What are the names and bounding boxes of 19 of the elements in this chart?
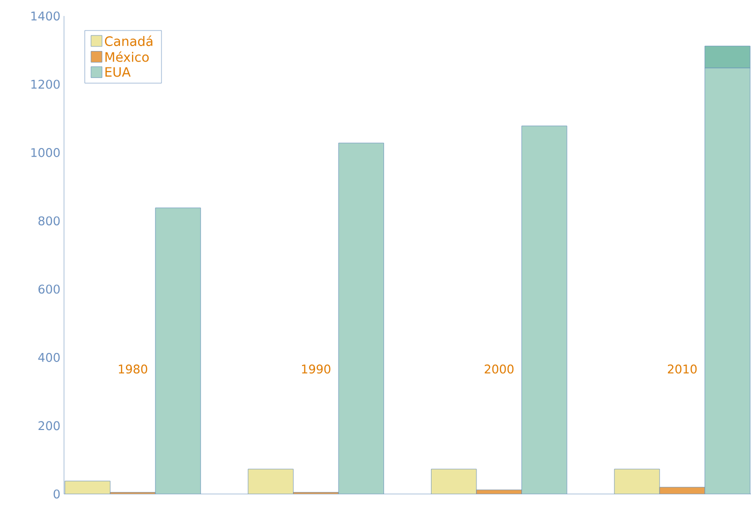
x-tick-label: 2010 [668,364,697,374]
y-tick-label: 1200 [31,80,60,89]
y-tick-label: 400 [38,352,60,362]
legend-label: EUA [105,67,131,77]
x-tick-label: 1990 [302,364,330,374]
bar [614,468,660,494]
y-tick-label: 600 [38,284,60,294]
x-tick-label: 2000 [484,364,514,374]
y-tick-label: 800 [38,216,60,226]
bar [248,468,294,494]
y-tick-label: 1000 [31,148,60,158]
x-tick-label: 1980 [118,364,148,374]
legend-label: Canadá [104,36,152,46]
bar [64,480,110,494]
bar [431,468,477,494]
y-tick-label: 1400 [31,11,60,21]
y-tick-label: 200 [38,421,60,430]
legend-label: México [105,51,149,62]
y-tick-label: 0 [54,489,60,499]
